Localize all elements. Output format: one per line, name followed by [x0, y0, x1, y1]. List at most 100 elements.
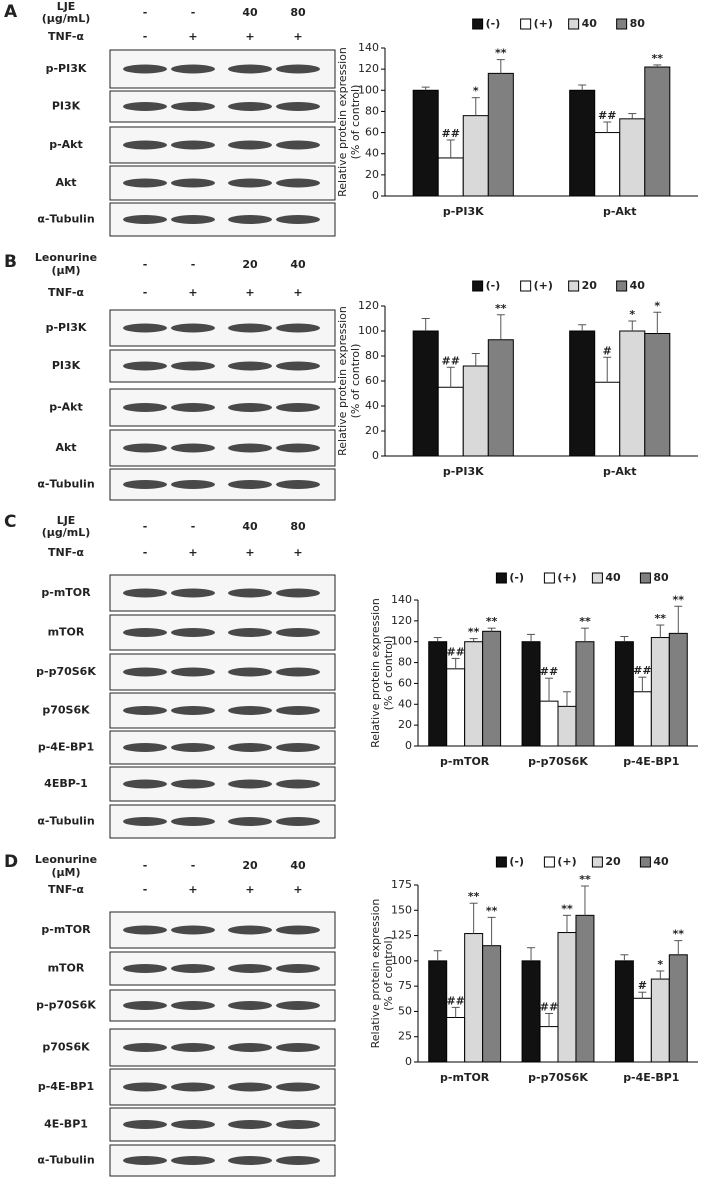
x-tick-label: p-p70S6K	[528, 1071, 588, 1084]
bar	[619, 118, 646, 197]
blot-band	[123, 1043, 167, 1052]
treatment-label: (μg/mL)	[42, 12, 91, 25]
blot-band	[228, 140, 272, 150]
blot-label: p-PI3K	[46, 62, 87, 75]
blot-band	[123, 178, 167, 188]
blot-band	[276, 667, 320, 677]
blot-band	[276, 480, 320, 489]
blot-band	[171, 403, 215, 412]
blot-band	[171, 1082, 215, 1092]
blot-band	[276, 215, 320, 224]
significance: ##	[540, 665, 558, 678]
y-tick-label: 0	[405, 1055, 412, 1068]
x-tick-label: p-mTOR	[440, 1071, 490, 1084]
y-tick-label: 60	[365, 374, 379, 387]
bar	[482, 630, 502, 747]
blot-band	[123, 1120, 167, 1129]
stimulus-label: TNF-α	[48, 286, 84, 299]
blot-band	[276, 925, 320, 935]
blot-band	[276, 178, 320, 188]
significance: **	[652, 52, 664, 65]
blot-label: PI3K	[52, 100, 81, 113]
y-tick-label: 100	[358, 324, 379, 337]
bar	[437, 157, 464, 197]
blot-band	[171, 1156, 215, 1165]
stimulus-value: +	[245, 30, 254, 43]
y-tick-label: 175	[391, 878, 412, 891]
blot-band	[228, 480, 272, 489]
y-tick-label: 80	[365, 349, 379, 362]
blot-band	[276, 1043, 320, 1052]
significance: ##	[442, 354, 460, 367]
bar	[446, 668, 466, 747]
y-tick-label: 20	[365, 168, 379, 181]
legend-swatch	[543, 856, 555, 868]
stimulus-label: TNF-α	[48, 30, 84, 43]
blot-band	[171, 323, 215, 333]
blot-band	[228, 1043, 272, 1052]
stimulus-value: +	[188, 30, 197, 43]
significance: **	[561, 902, 573, 915]
blot-band	[171, 706, 215, 715]
blot-band	[228, 964, 272, 973]
legend-label: 20	[582, 279, 598, 292]
legend-label: (-)	[509, 855, 524, 868]
treatment-value: -	[191, 859, 196, 872]
treatment-value: 80	[290, 6, 306, 19]
bar	[539, 700, 559, 747]
legend-label: (-)	[486, 279, 501, 292]
significance: ##	[598, 109, 616, 122]
blot-band	[276, 964, 320, 973]
blot-band	[171, 743, 215, 752]
legend-label: (+)	[557, 571, 576, 584]
blot-band	[228, 1082, 272, 1092]
significance: *	[657, 958, 663, 971]
blot-band	[171, 779, 215, 789]
treatment-value: 40	[242, 6, 258, 19]
y-tick-label: 75	[398, 979, 412, 992]
blot-band	[123, 925, 167, 935]
blot-band	[123, 1001, 167, 1010]
blot-label: p-Akt	[49, 138, 83, 151]
bar	[594, 381, 621, 457]
blot-band	[171, 964, 215, 973]
bar	[462, 365, 489, 457]
blot-band	[171, 1120, 215, 1129]
treatment-value: 20	[242, 859, 258, 872]
legend-swatch	[520, 18, 532, 30]
y-tick-label: 150	[391, 903, 412, 916]
y-tick-label: 40	[365, 147, 379, 160]
blot-band	[123, 779, 167, 789]
stimulus-value: +	[245, 883, 254, 896]
y-axis-label: Relative protein expression	[336, 306, 349, 456]
legend-swatch	[591, 572, 603, 584]
x-tick-label: p-PI3K	[443, 465, 484, 478]
panel-letter: B	[4, 252, 17, 272]
blot-band	[123, 817, 167, 826]
treatment-value: -	[143, 520, 148, 533]
y-axis-label: (% of control)	[349, 344, 362, 419]
blot-band	[276, 1082, 320, 1092]
stimulus-value: +	[293, 286, 302, 299]
x-tick-label: p-PI3K	[443, 205, 484, 218]
blot-band	[228, 323, 272, 333]
treatment-value: -	[191, 258, 196, 271]
blot-band	[276, 140, 320, 150]
blot-label: p-4E-BP1	[38, 1080, 94, 1093]
bar	[487, 339, 514, 457]
blot-label: p-PI3K	[46, 321, 87, 334]
bar	[464, 933, 484, 1063]
blot-band	[171, 64, 215, 74]
significance: **	[468, 626, 480, 639]
blot-band	[228, 102, 272, 111]
bar	[557, 932, 577, 1063]
treatment-value: 20	[242, 258, 258, 271]
significance: **	[495, 47, 507, 60]
stimulus-value: +	[188, 546, 197, 559]
blot-label: mTOR	[48, 962, 85, 975]
blot-frame	[109, 574, 336, 612]
y-tick-label: 125	[391, 929, 412, 942]
panel-letter: A	[4, 2, 18, 22]
bar	[521, 641, 541, 747]
y-tick-label: 40	[365, 399, 379, 412]
